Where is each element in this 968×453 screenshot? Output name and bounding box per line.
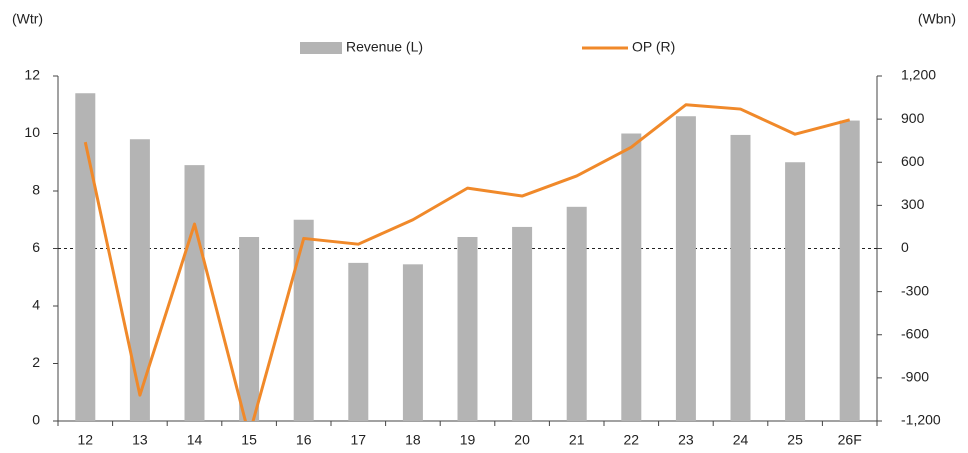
y-tick-label: 2 — [32, 354, 40, 370]
bar — [785, 162, 806, 421]
x-tick-label: 15 — [241, 432, 257, 448]
x-tick-label: 18 — [405, 432, 421, 448]
x-tick-label: 25 — [787, 432, 803, 448]
line — [83, 103, 851, 421]
x-tick-label: 22 — [624, 432, 640, 448]
y-tick-label: 4 — [32, 297, 40, 313]
bar — [730, 134, 751, 421]
y2-tick-label: 300 — [901, 196, 925, 212]
y2-tick-label: -900 — [901, 369, 929, 385]
y-tick-label: 10 — [24, 124, 40, 140]
y2-tick-label: -300 — [901, 282, 929, 298]
x-tick-label: 17 — [351, 432, 367, 448]
bar — [239, 237, 260, 421]
x-tick-label: 23 — [678, 432, 694, 448]
bar — [129, 139, 150, 421]
y-tick-label: 0 — [32, 412, 40, 428]
bar — [675, 116, 696, 421]
y2-tick-label: 900 — [901, 110, 925, 126]
x-tick-label: 14 — [187, 432, 203, 448]
y2-tick-label: 1,200 — [901, 67, 936, 83]
legend-swatch — [300, 42, 342, 54]
bar — [348, 262, 369, 421]
bar — [512, 226, 533, 421]
y2-tick-label: -600 — [901, 325, 929, 341]
x-tick-label: 24 — [733, 432, 749, 448]
bar — [293, 219, 314, 421]
y2-tick-label: -1,200 — [901, 412, 941, 428]
y-tick-label: 12 — [24, 67, 40, 83]
x-tick-label: 13 — [132, 432, 148, 448]
bar — [75, 93, 96, 421]
y-tick-label: 6 — [32, 239, 40, 255]
bar — [457, 237, 478, 421]
bar — [184, 165, 205, 421]
legend-label: Revenue (L) — [346, 39, 423, 55]
x-tick-label: 16 — [296, 432, 312, 448]
bar — [839, 120, 860, 421]
y-axis-label: (Wtr) — [12, 11, 43, 27]
bar — [621, 133, 642, 421]
x-tick-label: 21 — [569, 432, 585, 448]
legend-label: OP (R) — [632, 39, 675, 55]
x-tick-label: 26F — [838, 432, 862, 448]
bar — [566, 206, 587, 421]
y2-tick-label: 0 — [901, 239, 909, 255]
x-tick-label: 20 — [514, 432, 530, 448]
y2-axis-label: (Wbn) — [918, 11, 956, 27]
x-tick-label: 12 — [78, 432, 94, 448]
y2-tick-label: 600 — [901, 153, 925, 169]
y-tick-label: 8 — [32, 182, 40, 198]
x-tick-label: 19 — [460, 432, 476, 448]
bar — [402, 264, 423, 421]
